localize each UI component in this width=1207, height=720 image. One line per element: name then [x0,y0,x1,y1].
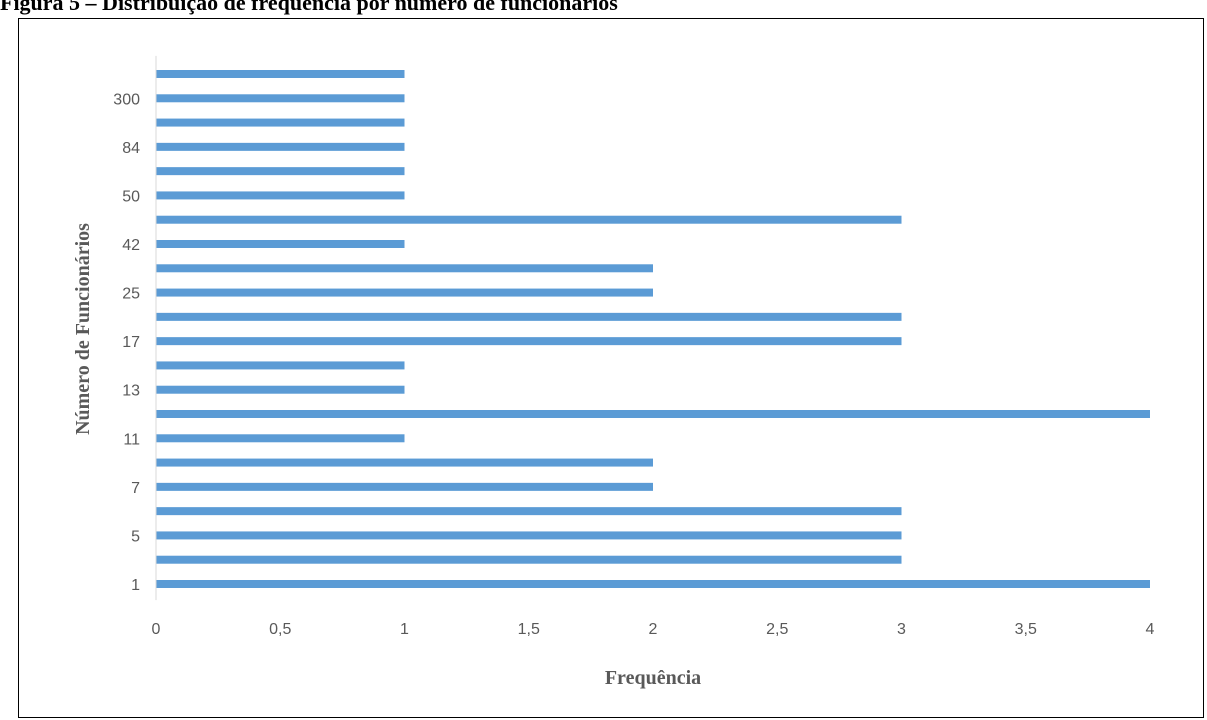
bar [156,385,405,394]
x-tick-label: 1 [400,621,409,638]
x-axis-title: Frequência [605,667,701,689]
bar [156,167,405,176]
bar [156,458,653,467]
bar [156,94,405,103]
bar [156,70,405,78]
y-tick-labels: 1 5 7 11 13 17 25 42 50 84 300 [113,91,140,594]
y-tick-label: 17 [122,334,140,351]
bar [156,312,902,321]
bar [156,434,405,443]
bar [156,142,405,151]
x-tick-label: 0,5 [269,621,291,638]
y-tick-label: 300 [113,91,140,108]
y-tick-label: 7 [131,480,140,497]
y-tick-label: 25 [122,286,140,303]
y-tick-label: 84 [122,140,140,157]
y-tick-label: 42 [122,237,140,254]
y-tick-label: 11 [123,431,140,448]
y-tick-label: 5 [131,528,140,545]
x-tick-label: 2 [649,621,658,638]
bar [156,361,405,370]
bar [156,288,653,297]
y-tick-label: 50 [122,188,140,205]
bar [156,507,902,516]
figure-caption: Figura 5 – Distribuição de frequência po… [0,0,618,15]
y-tick-label: 1 [131,577,140,594]
y-tick-label: 13 [122,383,140,400]
x-tick-label: 3 [897,621,906,638]
bar [156,410,1150,418]
x-tick-label: 0 [152,621,161,638]
y-axis-title: Número de Funcionários [72,223,94,435]
chart-frame [18,18,1204,718]
bar [156,215,902,224]
bar [156,580,1150,588]
x-tick-label: 3,5 [1015,621,1037,638]
bar [156,337,902,346]
x-tick-labels: 0 0,5 1 1,5 2 2,5 3 3,5 4 [152,621,1155,638]
bar [156,240,405,248]
x-tick-label: 1,5 [518,621,540,638]
bars-layer [156,70,1150,588]
bar [156,264,653,273]
bar [156,191,405,200]
x-tick-label: 4 [1146,621,1155,638]
bar [156,482,653,491]
x-tick-label: 2,5 [766,621,788,638]
bar [156,555,902,564]
bar [156,531,902,540]
bar [156,118,405,127]
